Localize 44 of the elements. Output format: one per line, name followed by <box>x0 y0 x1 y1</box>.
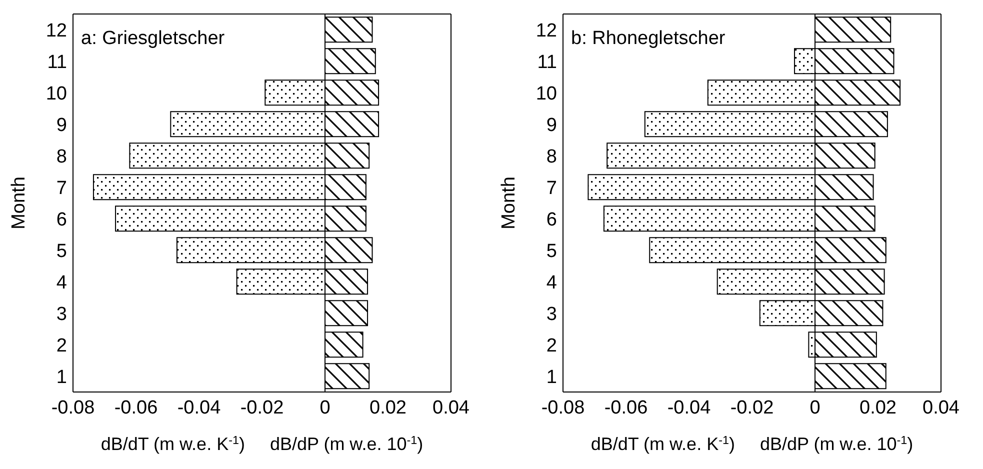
y-tick-label: 1 <box>546 366 557 388</box>
y-tick-label: 12 <box>536 20 557 42</box>
y-tick-label: 6 <box>56 209 67 230</box>
y-tick-label: 8 <box>546 146 557 168</box>
y-tick-label: 3 <box>56 304 67 325</box>
x-axis-title: dB/dT (m w.e. K$^{-1}$) dB/dP (m w.e. 10$^{-1}$) <box>590 434 914 454</box>
x-tick-label: 0.04 <box>432 397 470 418</box>
x-tick-label: -0.02 <box>240 397 284 418</box>
y-tick-label: 7 <box>546 178 557 199</box>
text: a: Griesgletscher <box>81 28 227 50</box>
x-tick-label: 0 <box>810 397 820 418</box>
y-tick-label: 4 <box>56 272 68 294</box>
text: b: Rhonegletscher <box>571 28 728 50</box>
y-tick-label: 2 <box>56 335 67 356</box>
x-tick-label: -0.04 <box>667 397 712 418</box>
x-tick-label: -0.08 <box>51 397 95 418</box>
x-tick-label: -0.06 <box>114 397 158 418</box>
x-tick-label: -0.04 <box>177 397 222 418</box>
x-tick-label: -0.06 <box>604 397 648 418</box>
y-tick-label: 10 <box>536 83 557 104</box>
y-tick-label: 1 <box>56 366 67 388</box>
x-tick-label: -0.02 <box>730 397 774 418</box>
y-tick-label: 12 <box>46 20 67 42</box>
y-tick-label: 11 <box>537 52 557 73</box>
y-tick-label: 7 <box>56 178 67 199</box>
y-tick-label: 8 <box>56 146 67 168</box>
y-tick-label: 11 <box>47 52 67 73</box>
x-tick-label: 0.02 <box>370 397 406 418</box>
y-tick-label: 9 <box>546 114 557 136</box>
y-axis-title: Month <box>8 176 30 230</box>
y-tick-label: 10 <box>46 83 67 104</box>
y-tick-label: 3 <box>546 304 557 325</box>
x-axis-title: dB/dT (m w.e. K$^{-1}$) dB/dP (m w.e. 10$^{-1}$) <box>100 434 424 454</box>
y-tick-label: 4 <box>546 272 558 294</box>
x-tick-label: 0 <box>320 397 330 418</box>
y-axis-title: Month <box>498 176 520 230</box>
x-tick-label: 0.04 <box>922 397 960 418</box>
y-tick-label: 6 <box>546 209 557 230</box>
y-tick-label: 2 <box>546 335 557 356</box>
y-tick-label: 5 <box>56 240 67 262</box>
x-tick-label: -0.08 <box>541 397 585 418</box>
y-tick-label: 9 <box>56 114 67 136</box>
y-tick-label: 5 <box>546 240 557 262</box>
x-tick-label: 0.02 <box>860 397 896 418</box>
